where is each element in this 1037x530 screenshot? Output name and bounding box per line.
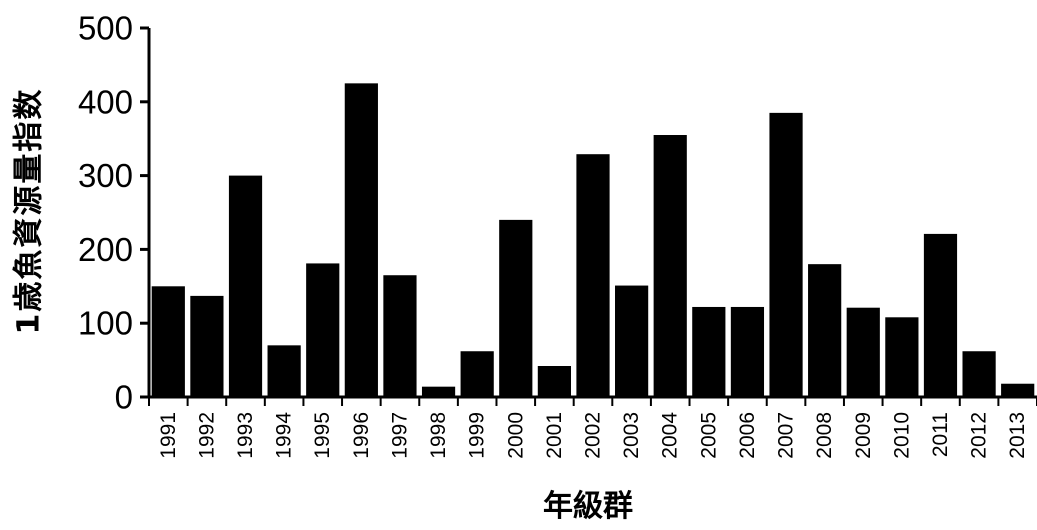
x-tick-label-2002: 2002: [582, 412, 605, 459]
x-tick-label-2007: 2007: [775, 412, 798, 459]
x-tick-label-1995: 1995: [311, 412, 334, 459]
bar-2000: [499, 219, 533, 397]
bar-2006: [730, 306, 765, 397]
bar-2005: [692, 306, 726, 397]
x-axis-title: 年級群: [543, 489, 633, 524]
bar-2004: [653, 135, 687, 397]
bar-1992: [190, 295, 224, 397]
bar-2013: [1001, 383, 1035, 397]
bar-1996: [344, 83, 378, 397]
bar-2001: [537, 366, 571, 397]
bar-2011: [923, 233, 958, 397]
bar-2009: [846, 307, 880, 397]
bar-1998: [421, 386, 456, 397]
y-ticks: 0 100 200 300 400 500: [78, 10, 149, 416]
x-tick-label-2012: 2012: [968, 412, 991, 459]
x-ticks: 1991 1992 1993 1994 1995 1996 1997 1998 1999 2000…: [148, 397, 1037, 459]
y-tick-label: 100: [78, 305, 133, 342]
x-tick-label-2003: 2003: [620, 412, 643, 459]
y-tick-label: 0: [115, 379, 133, 416]
axes-layer: [141, 28, 1037, 399]
bar-2003: [615, 285, 649, 397]
x-tick-label-2009: 2009: [852, 412, 875, 459]
x-tick-label-2010: 2010: [890, 412, 913, 459]
x-tick-label-1999: 1999: [466, 412, 489, 459]
y-tick-label: 500: [78, 10, 133, 47]
x-tick-label-1992: 1992: [195, 412, 218, 459]
x-tick-label-2011: 2011: [929, 412, 952, 457]
bar-2008: [808, 264, 842, 397]
x-tick-label-2013: 2013: [1006, 412, 1029, 459]
bar-2012: [962, 351, 996, 397]
bar-2007: [769, 112, 803, 398]
x-tick-label-2001: 2001: [543, 412, 566, 459]
y-tick-label: 300: [78, 157, 133, 194]
x-tick-label-1993: 1993: [234, 412, 257, 459]
bar-1999: [460, 351, 494, 397]
x-tick-label-1996: 1996: [350, 412, 373, 459]
bar-1994: [267, 345, 301, 397]
x-tick-label-1997: 1997: [388, 412, 411, 459]
y-tick-label: 400: [78, 83, 133, 120]
y-tick-label: 200: [78, 231, 133, 268]
bars-layer: [151, 83, 1035, 398]
x-tick-label-2000: 2000: [504, 412, 527, 459]
bar-1993: [228, 175, 263, 397]
y-axis-title: 1歳魚資源量指数: [12, 88, 47, 335]
bar-1997: [383, 275, 417, 397]
x-tick-label-2004: 2004: [659, 412, 682, 459]
x-tick-label-1998: 1998: [427, 412, 450, 459]
x-tick-label-1991: 1991: [157, 412, 180, 459]
bar-2002: [576, 154, 610, 397]
x-tick-label-2008: 2008: [813, 412, 836, 459]
bar-2010: [885, 317, 919, 397]
x-tick-label-2006: 2006: [736, 412, 759, 459]
bar-1995: [306, 263, 340, 397]
bar-1991: [151, 286, 185, 397]
x-tick-label-1994: 1994: [273, 412, 296, 459]
x-tick-label-2005: 2005: [697, 412, 720, 459]
